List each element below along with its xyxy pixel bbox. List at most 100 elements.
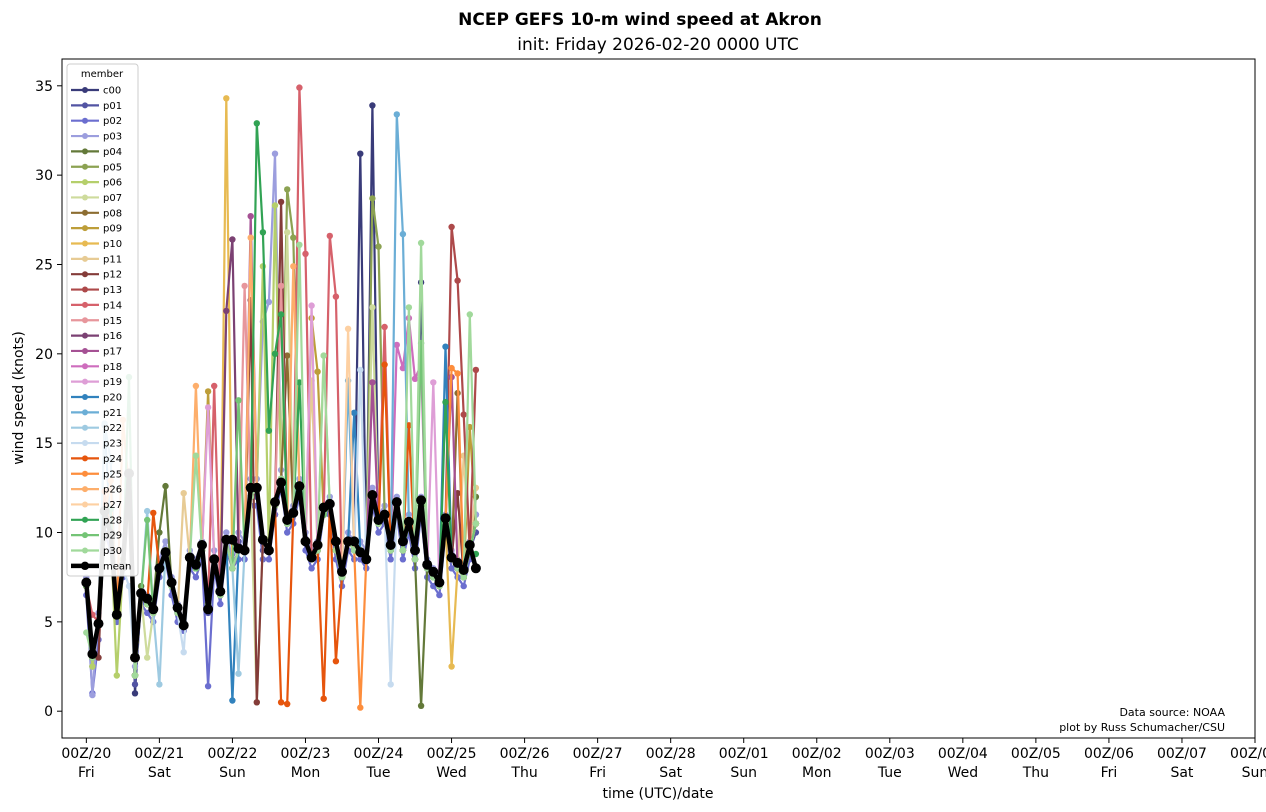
series-point	[357, 704, 364, 711]
x-tick-label: 00Z/08	[1230, 746, 1266, 762]
legend-swatch-marker	[82, 378, 88, 385]
y-tick-label: 25	[35, 257, 53, 273]
series-point	[411, 375, 419, 382]
legend-label: p28	[103, 515, 122, 526]
series-point	[204, 683, 212, 690]
legend-swatch-marker	[82, 271, 88, 278]
series-point	[211, 382, 218, 390]
series-point	[296, 379, 303, 386]
legend-entry-p01: p01	[71, 101, 122, 112]
series-point	[284, 529, 291, 536]
series-point	[369, 304, 376, 311]
legend-entry-mean: mean	[71, 561, 131, 572]
x-tick-label: 00Z/22	[207, 746, 257, 762]
series-point	[436, 591, 443, 599]
series-point	[381, 361, 388, 368]
mean-point	[276, 477, 287, 488]
legend-label: p09	[103, 224, 122, 235]
mean-point	[464, 540, 475, 550]
series-point	[472, 520, 480, 527]
series-point	[399, 230, 407, 238]
legend-label: p10	[103, 239, 122, 250]
series-point	[290, 234, 297, 241]
legend-entry-p17: p17	[71, 346, 122, 357]
plot-frame	[61, 58, 1256, 739]
series-point	[448, 565, 455, 572]
mean-point	[379, 509, 390, 520]
x-tick-label: 00Z/21	[134, 746, 184, 762]
series-point	[284, 186, 291, 193]
mean-point	[160, 547, 171, 558]
series-point	[290, 263, 297, 270]
x-tick-label: 00Z/05	[1011, 746, 1061, 762]
x-tick-day-label: Tue	[366, 765, 391, 781]
mean-point	[422, 559, 433, 570]
series-point	[393, 341, 400, 349]
x-tick-label: 00Z/23	[281, 746, 331, 762]
x-tick-label: 00Z/26	[500, 746, 550, 762]
series-point	[387, 681, 394, 688]
series-point	[387, 556, 394, 563]
legend-entry-p29: p29	[71, 531, 122, 542]
legend-entry-p21: p21	[71, 408, 122, 419]
source-note: Data source: NOAA	[1119, 706, 1225, 719]
x-tick-day-label: Sun	[1242, 765, 1266, 781]
series-point	[296, 241, 303, 248]
series-point	[229, 236, 236, 243]
y-axis: 0 5 10 15 20 25 30 35	[35, 79, 62, 720]
mean-point	[355, 547, 366, 558]
mean-point	[263, 545, 274, 556]
series-point	[399, 364, 407, 372]
legend-swatch-marker	[82, 347, 88, 354]
legend-swatch-marker	[82, 440, 88, 447]
legend-entry-p30: p30	[71, 546, 122, 557]
mean-point	[428, 566, 439, 577]
series-point	[180, 649, 187, 656]
legend-label: p20	[103, 393, 122, 404]
y-tick-label: 0	[44, 704, 53, 720]
legend-entry-p03: p03	[71, 132, 122, 143]
series-point	[411, 556, 419, 563]
legend-swatch-marker	[82, 532, 88, 539]
mean-point	[337, 566, 347, 577]
y-tick-label: 20	[35, 347, 53, 363]
series-point	[113, 672, 121, 679]
series-point	[271, 202, 279, 209]
legend-entry-p12: p12	[71, 270, 122, 281]
legend-label: p12	[103, 270, 122, 281]
legend-swatch-marker	[82, 317, 88, 324]
x-tick-day-label: Sat	[659, 765, 682, 781]
legend-label: p14	[103, 300, 122, 311]
series-point	[375, 529, 382, 536]
x-tick-label: 00Z/03	[865, 746, 915, 762]
series-point	[192, 574, 200, 581]
legend-entry-p02: p02	[71, 116, 122, 127]
mean-point	[397, 536, 408, 547]
credit-note: plot by Russ Schumacher/CSU	[1059, 721, 1225, 734]
series-point	[369, 102, 376, 109]
x-tick-day-label: Thu	[1022, 765, 1049, 781]
legend-label: p02	[103, 116, 122, 127]
legend-label: p13	[103, 285, 122, 296]
legend-swatch-marker	[82, 516, 88, 523]
legend-items: c00 p01 p02 p03 p04 p05 p06 p07 p08 p09 p10 p11 p12 p…	[71, 86, 131, 572]
legend-label: p22	[103, 423, 122, 434]
x-tick-label: 00Z/06	[1084, 746, 1134, 762]
chart-title: NCEP GEFS 10-m wind speed at Akron	[458, 10, 822, 30]
x-axis: 00Z/20 Fri 00Z/21 Sat 00Z/22 Sun 00Z/23 Mon 00Z/…	[61, 738, 1266, 781]
legend-label: p04	[103, 147, 122, 158]
mean-point	[148, 604, 159, 615]
mean-point	[312, 540, 323, 550]
mean-point	[294, 481, 305, 492]
series-point	[192, 452, 200, 459]
series-point	[229, 697, 236, 704]
legend-entry-p04: p04	[71, 147, 122, 158]
mean-point	[227, 534, 238, 545]
series-point	[271, 350, 279, 357]
series-point	[247, 234, 254, 241]
mean-point	[330, 536, 341, 547]
series-point	[265, 427, 273, 434]
y-tick-label: 5	[44, 615, 53, 631]
series-point	[131, 690, 139, 697]
series-point	[156, 681, 163, 688]
